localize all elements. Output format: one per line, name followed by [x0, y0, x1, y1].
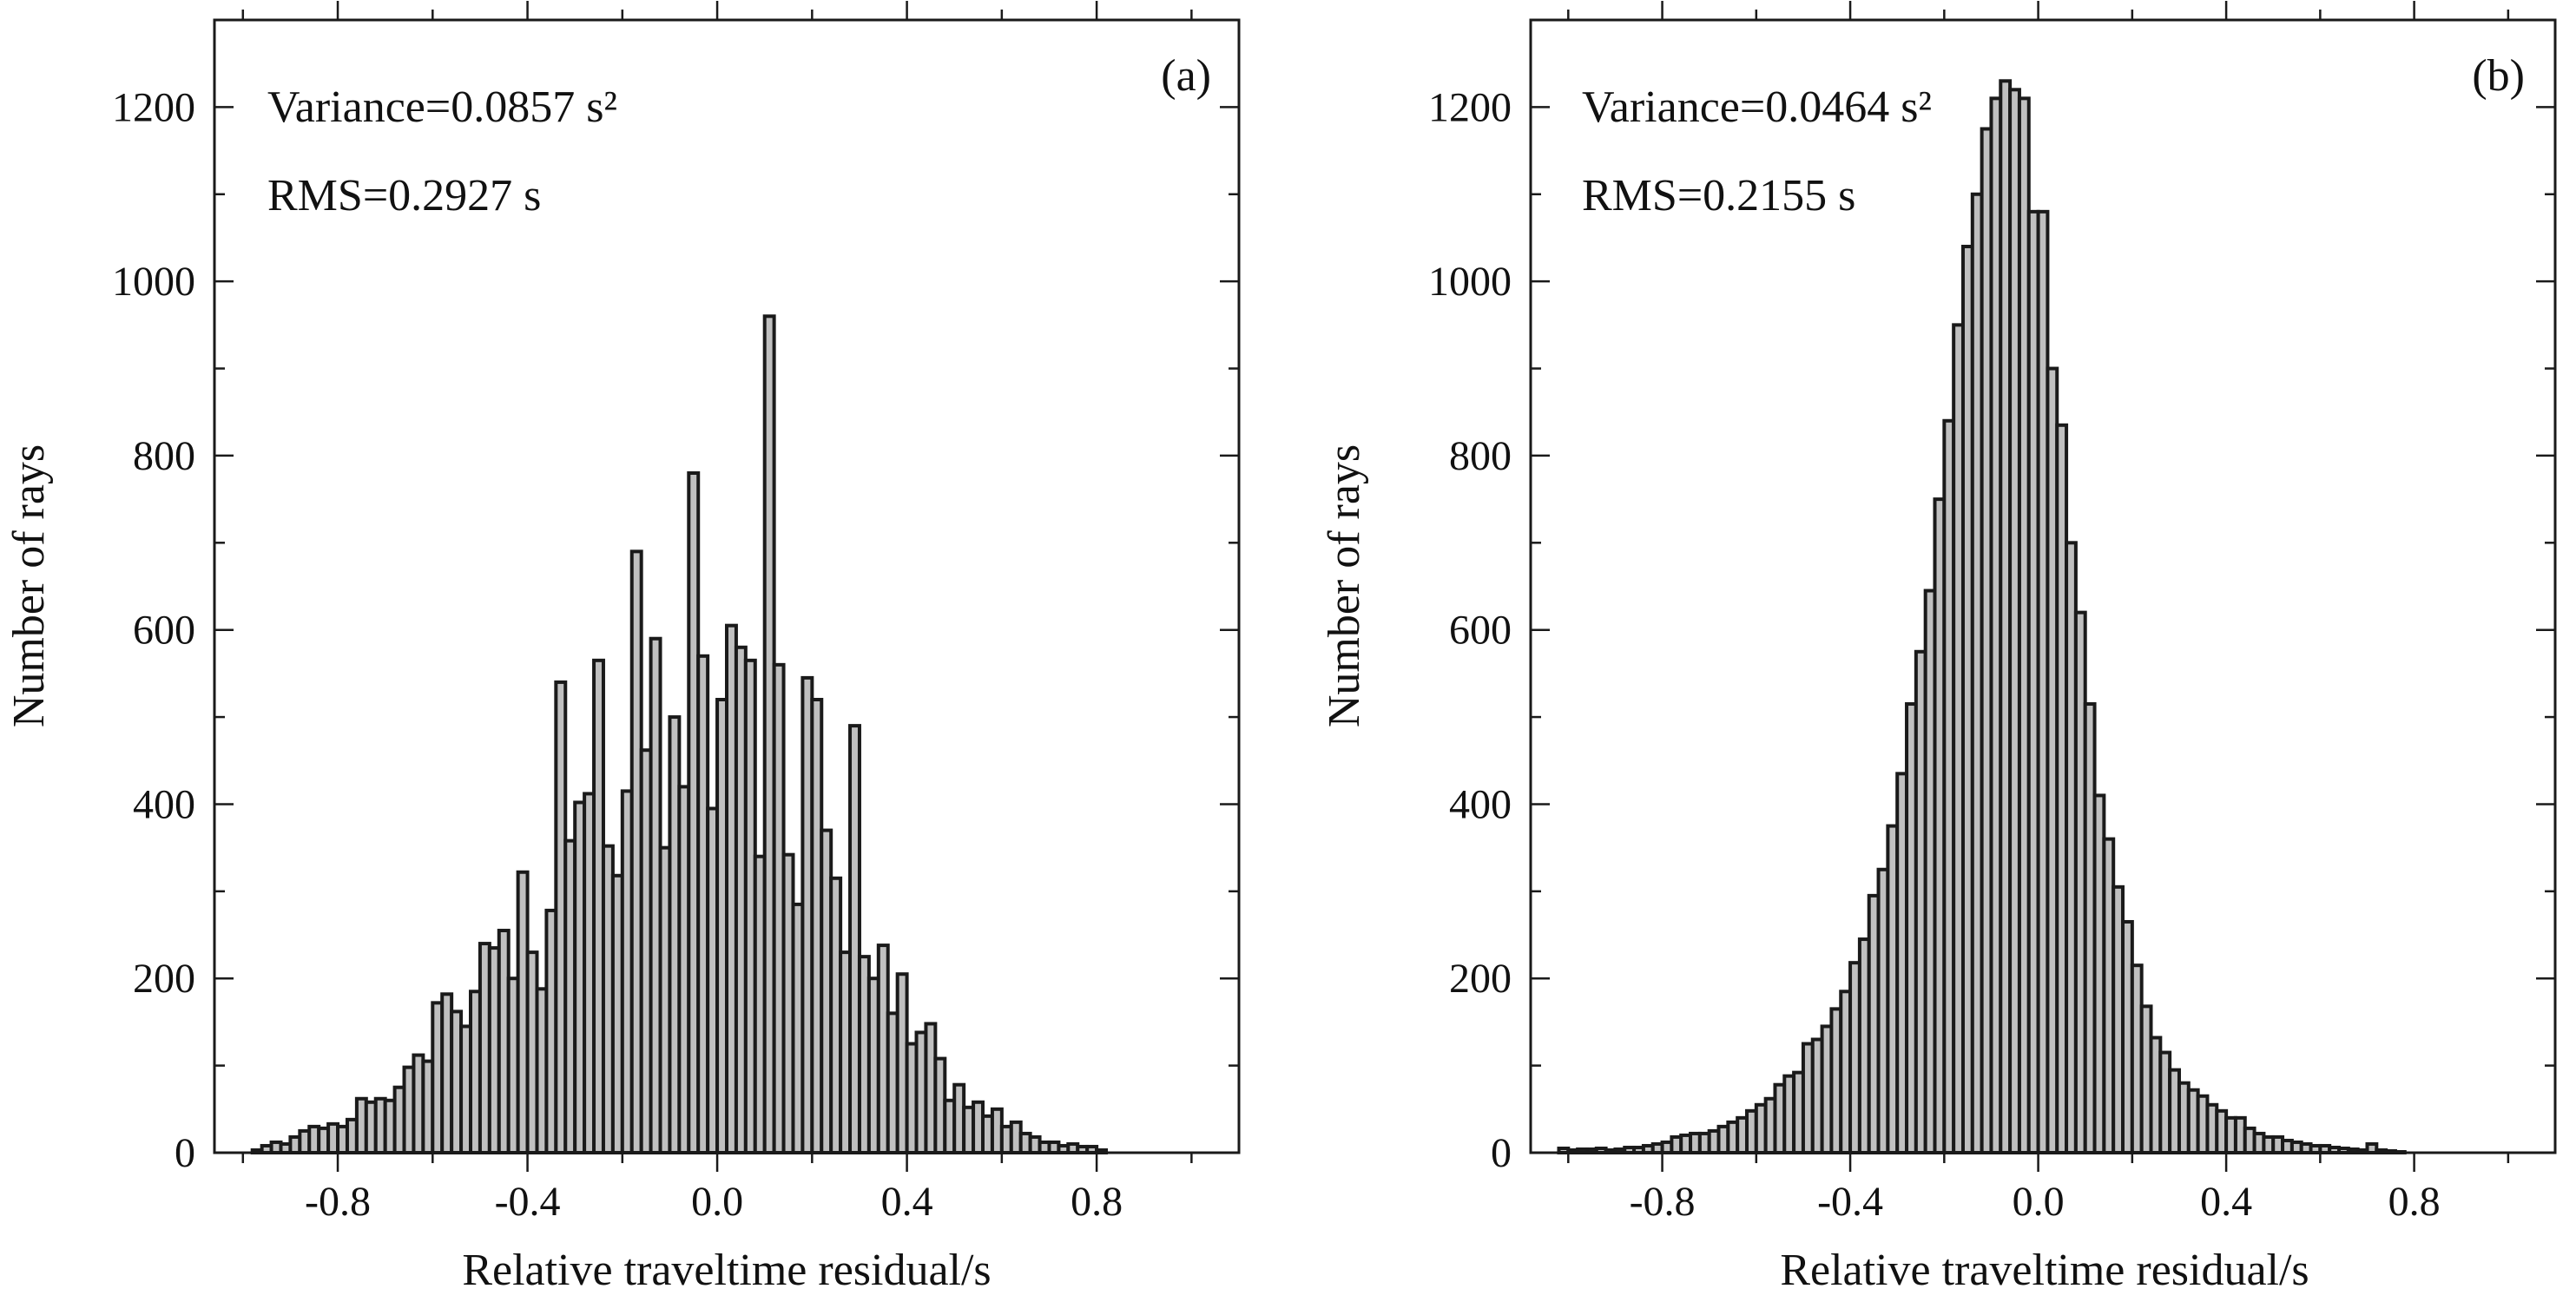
variance-annotation: Variance=0.0857 s²: [267, 82, 617, 132]
x-tick-label: -0.8: [305, 1179, 371, 1225]
histogram-bar: [2365, 1141, 2379, 1154]
bar-group: [1557, 79, 2407, 1155]
y-tick-label: 400: [1449, 781, 1512, 827]
histogram-bar: [1095, 1147, 1109, 1154]
y-tick-label: 600: [1449, 608, 1512, 654]
x-axis-title: Relative traveltime residual/s: [1780, 1246, 2309, 1295]
y-tick-label: 1200: [112, 84, 195, 130]
x-axis-title: Relative traveltime residual/s: [462, 1246, 991, 1295]
variance-annotation: Variance=0.0464 s²: [1582, 82, 1932, 132]
x-tick-label: 0.8: [2388, 1179, 2441, 1225]
x-tick-label: -0.4: [495, 1179, 561, 1225]
y-tick-label: 200: [1449, 956, 1512, 1002]
y-tick-label: 1000: [1428, 259, 1512, 305]
x-tick-label: 0.8: [1071, 1179, 1123, 1225]
histogram-panel-a: 0 200 400 600 800 1000 1200 -0.8 -0.4 0.0 0.4 0.8 (…: [4, 1, 1241, 1295]
x-tick-label: -0.4: [1817, 1179, 1883, 1225]
rms-annotation: RMS=0.2155 s: [1582, 171, 1855, 220]
panel-label: (a): [1161, 51, 1211, 101]
y-axis-title: Number of rays: [4, 444, 54, 727]
rms-annotation: RMS=0.2927 s: [267, 171, 541, 220]
x-tick-label: 0.4: [881, 1179, 933, 1225]
y-tick-label: 1200: [1428, 84, 1512, 130]
x-tick-label: 0.4: [2200, 1179, 2252, 1225]
panel-label: (b): [2472, 51, 2525, 101]
y-tick-label: 200: [133, 956, 195, 1002]
histogram-bar: [2393, 1150, 2407, 1154]
y-axis-title: Number of rays: [1320, 444, 1369, 727]
y-tick-label: 800: [1449, 433, 1512, 479]
histogram-bar: [848, 724, 861, 1154]
tick-group: 0 200 400 600 800 1000 1200 -0.8 -0.4 0.0 0.4 0.8: [112, 1, 1239, 1225]
tick-group: 0 200 400 600 800 1000 1200 -0.8 -0.4 0.0 0.4 0.8: [1428, 1, 2555, 1225]
y-tick-label: 600: [133, 608, 195, 654]
x-tick-label: 0.0: [691, 1179, 743, 1225]
histogram-panel-b: 0 200 400 600 800 1000 1200 -0.8 -0.4 0.0 0.4 0.8 (…: [1320, 1, 2557, 1295]
y-tick-label: 0: [1491, 1130, 1512, 1176]
bar-group: [250, 314, 1109, 1155]
x-tick-label: 0.0: [2013, 1179, 2065, 1225]
y-tick-label: 1000: [112, 259, 195, 305]
y-tick-label: 400: [133, 781, 195, 827]
y-tick-label: 800: [133, 433, 195, 479]
x-tick-label: -0.8: [1630, 1179, 1696, 1225]
y-tick-label: 0: [175, 1130, 195, 1176]
